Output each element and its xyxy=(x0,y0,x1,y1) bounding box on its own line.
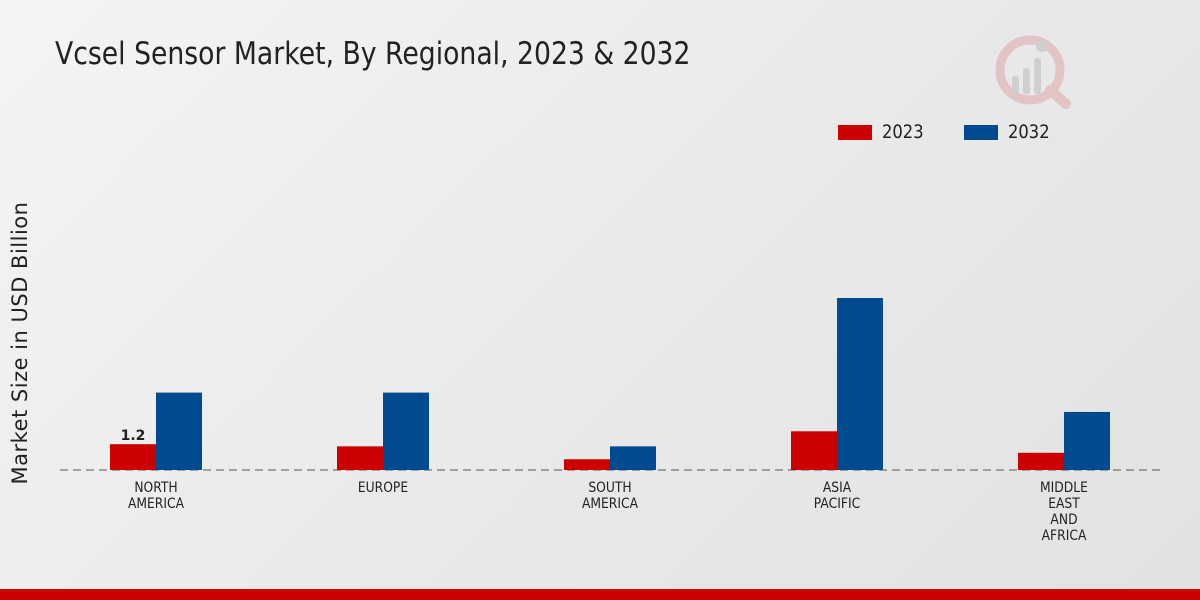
bar-2032-3 xyxy=(837,298,883,470)
legend-swatch-2023 xyxy=(838,124,872,140)
bar-2023-1 xyxy=(337,446,383,470)
bar-2032-0 xyxy=(156,392,202,470)
bottom-accent-bar xyxy=(0,589,1200,600)
chart-title: Vcsel Sensor Market, By Regional, 2023 &… xyxy=(55,36,691,72)
legend-label-2023: 2023 xyxy=(882,121,924,143)
bar-2032-2 xyxy=(610,446,656,470)
bar-2032-1 xyxy=(383,392,429,470)
x-tick-label-0: NORTH AMERICA xyxy=(127,480,185,512)
x-tick-label-2: SOUTH AMERICA xyxy=(581,480,639,512)
x-tick-label-3: ASIA PACIFIC xyxy=(813,480,861,512)
market-research-logo-icon xyxy=(995,35,1071,109)
legend-item-2023: 2023 xyxy=(838,121,930,143)
bar-2023-3 xyxy=(791,431,837,470)
x-tick-label-1: EUROPE xyxy=(357,480,409,496)
bar-2023-2 xyxy=(564,459,610,470)
legend-item-2032: 2032 xyxy=(964,121,1056,143)
bar-2023-4 xyxy=(1018,452,1064,470)
bar-2023-0 xyxy=(110,444,156,470)
bar-2032-4 xyxy=(1064,411,1110,470)
legend-label-2032: 2032 xyxy=(1008,121,1050,143)
x-tick-label-4: MIDDLE EAST AND AFRICA xyxy=(1040,480,1088,544)
data-label-0: 1.2 xyxy=(121,428,146,444)
legend-swatch-2032 xyxy=(964,124,999,140)
chart-legend: 2023 2032 xyxy=(838,121,1091,143)
